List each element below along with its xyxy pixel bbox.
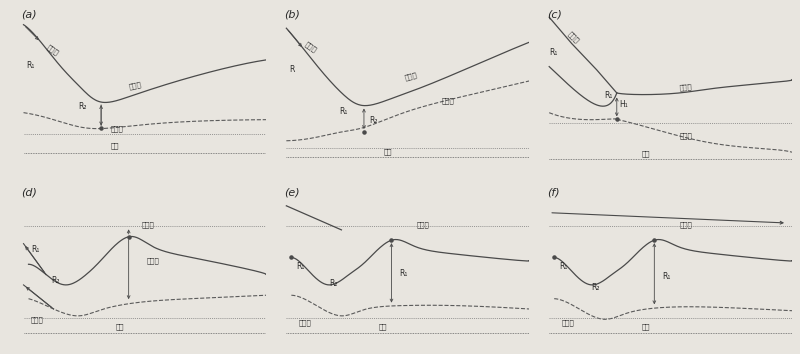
Text: 外壁面: 外壁面 (679, 132, 692, 139)
Text: R₂: R₂ (369, 116, 378, 125)
Text: R₁: R₁ (26, 61, 34, 70)
Text: 轴线: 轴线 (116, 323, 125, 330)
Text: 外壁面: 外壁面 (442, 97, 454, 104)
Text: 轴线: 轴线 (642, 150, 650, 157)
Text: 内壁面: 内壁面 (304, 40, 318, 53)
Point (385, 238, 398, 243)
Text: 内壁面: 内壁面 (46, 44, 60, 56)
Text: R₂: R₂ (78, 102, 87, 111)
Text: R₁: R₁ (31, 245, 39, 254)
Text: R₂: R₂ (329, 279, 338, 289)
Point (94, 126, 107, 131)
Text: R₁: R₁ (604, 91, 613, 99)
Text: R₂: R₂ (592, 283, 600, 292)
Text: (f): (f) (546, 188, 559, 198)
Text: 轴线: 轴线 (111, 142, 120, 149)
Text: H₁: H₁ (619, 101, 628, 109)
Text: R₁: R₁ (662, 273, 670, 281)
Text: (b): (b) (284, 10, 300, 20)
Text: R₁: R₁ (296, 262, 305, 271)
Text: 外壁面: 外壁面 (417, 222, 430, 228)
Text: (e): (e) (284, 188, 299, 198)
Point (122, 234, 135, 240)
Text: 外壁面: 外壁面 (679, 222, 692, 228)
Text: 外壁面: 外壁面 (141, 222, 154, 228)
Text: (c): (c) (546, 9, 562, 19)
Point (358, 129, 370, 135)
Text: 外壁面: 外壁面 (679, 84, 693, 91)
Text: 内壁面: 内壁面 (31, 316, 44, 323)
Text: 内壁面: 内壁面 (146, 258, 159, 264)
Text: R₂: R₂ (51, 276, 59, 285)
Point (610, 116, 623, 122)
Text: (d): (d) (21, 188, 37, 198)
Point (548, 255, 561, 260)
Text: 轴线: 轴线 (379, 323, 387, 330)
Text: 外壁面: 外壁面 (129, 81, 142, 90)
Text: R₁: R₁ (549, 48, 558, 57)
Point (285, 255, 298, 260)
Text: 外壁面: 外壁面 (404, 71, 418, 81)
Text: 轴线: 轴线 (642, 323, 650, 330)
Text: R₁: R₁ (339, 107, 347, 116)
Text: 内壁面: 内壁面 (562, 320, 574, 326)
Text: (a): (a) (21, 10, 37, 20)
Text: 轴线: 轴线 (384, 148, 393, 155)
Text: 内壁面: 内壁面 (111, 125, 124, 132)
Text: 内壁面: 内壁面 (299, 320, 312, 326)
Text: R₁: R₁ (399, 269, 407, 278)
Text: 内壁面: 内壁面 (566, 30, 580, 44)
Point (648, 238, 661, 243)
Text: R: R (289, 65, 294, 74)
Text: R₁: R₁ (559, 262, 567, 271)
